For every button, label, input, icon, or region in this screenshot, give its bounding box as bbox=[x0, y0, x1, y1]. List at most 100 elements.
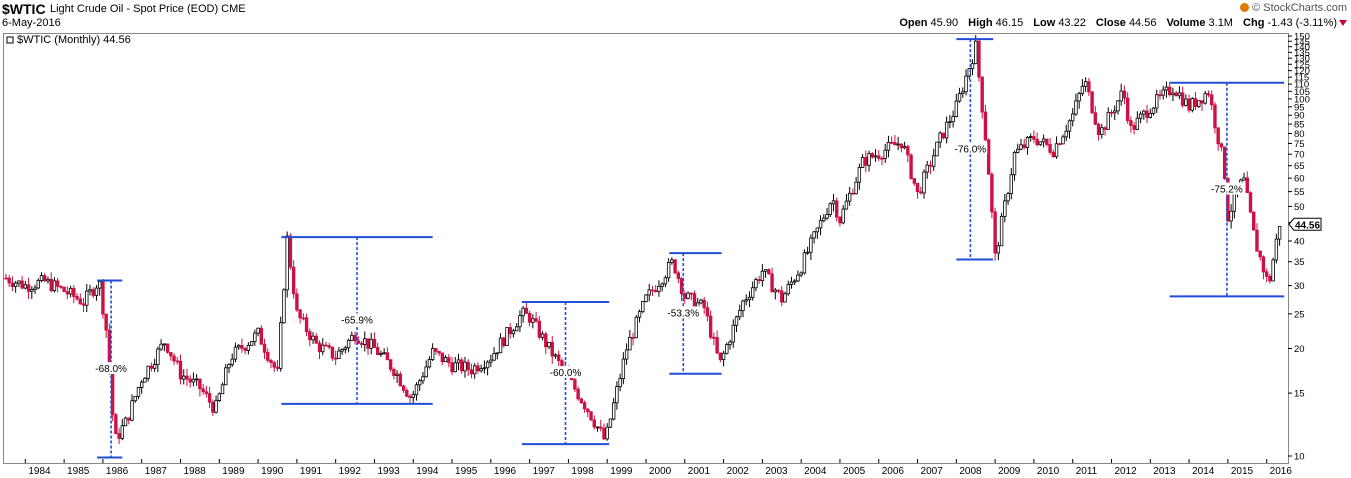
candle-body bbox=[498, 337, 503, 354]
drawdown-label: -65.9% bbox=[341, 315, 373, 326]
candle-body bbox=[1032, 136, 1036, 140]
candle-body bbox=[1113, 110, 1117, 114]
candle-body bbox=[350, 334, 354, 341]
last-price-marker: 44.56 bbox=[1288, 217, 1322, 231]
candle-body bbox=[889, 141, 894, 144]
y-tick-label: 20 bbox=[1294, 344, 1305, 355]
candle-body bbox=[660, 283, 664, 287]
candle-body bbox=[579, 398, 584, 404]
candle-body bbox=[485, 361, 490, 369]
candle-body bbox=[576, 388, 580, 400]
candle-body bbox=[922, 171, 926, 194]
candle-body bbox=[650, 289, 655, 292]
candlestick-series bbox=[4, 35, 1282, 444]
candle-body bbox=[537, 320, 542, 338]
candle-body bbox=[346, 339, 351, 349]
candle-body bbox=[534, 318, 538, 322]
candle-body bbox=[760, 270, 765, 282]
y-tick-label: 50 bbox=[1294, 202, 1305, 213]
candle-body bbox=[521, 307, 525, 317]
candle-body bbox=[1067, 120, 1072, 132]
x-tick-label: 1987 bbox=[145, 466, 168, 477]
candle-body bbox=[162, 343, 167, 346]
candle-body bbox=[961, 91, 965, 94]
x-tick-label: 2009 bbox=[998, 466, 1021, 477]
candle-body bbox=[657, 286, 661, 292]
x-tick-label: 2013 bbox=[1153, 466, 1176, 477]
candle-body bbox=[1132, 125, 1136, 130]
candle-body bbox=[408, 395, 412, 398]
candle-body bbox=[1174, 92, 1178, 97]
candle-body bbox=[705, 307, 710, 317]
candle-body bbox=[1077, 93, 1081, 102]
candle-body bbox=[140, 381, 144, 388]
y-tick-label: 60 bbox=[1294, 174, 1305, 185]
candle-body bbox=[902, 146, 907, 149]
candle-body bbox=[818, 220, 823, 229]
candle-body bbox=[738, 310, 742, 318]
y-tick-label: 85 bbox=[1294, 120, 1305, 131]
y-tick-label: 110 bbox=[1294, 80, 1309, 91]
drawdown-label-bg bbox=[94, 362, 129, 375]
candle-body bbox=[55, 280, 60, 287]
brand-text: © StockCharts.com bbox=[1252, 2, 1347, 14]
candle-body bbox=[198, 378, 202, 390]
candle-body bbox=[783, 293, 787, 303]
candle-body bbox=[747, 296, 752, 301]
candle-body bbox=[379, 353, 383, 356]
candle-body bbox=[582, 402, 587, 410]
candle-body bbox=[983, 111, 988, 141]
candle-body bbox=[321, 344, 325, 353]
candle-body bbox=[1222, 146, 1227, 179]
candle-body bbox=[204, 391, 209, 394]
candle-body bbox=[938, 132, 942, 143]
candle-body bbox=[896, 143, 900, 146]
candle-body bbox=[262, 343, 267, 353]
candle-body bbox=[1119, 90, 1123, 102]
candle-body bbox=[327, 345, 331, 348]
legend-label: $WTIC (Monthly) 44.56 bbox=[17, 34, 131, 46]
candle-body bbox=[259, 327, 264, 345]
candle-body bbox=[1161, 89, 1165, 96]
low-label: Low bbox=[1033, 17, 1056, 29]
candle-body bbox=[906, 146, 910, 156]
candle-body bbox=[796, 274, 800, 282]
candle-body bbox=[317, 342, 322, 353]
x-tick-label: 2004 bbox=[804, 466, 827, 477]
x-tick-label: 2003 bbox=[765, 466, 788, 477]
candle-body bbox=[689, 292, 693, 295]
candle-body bbox=[72, 287, 76, 297]
candle-body bbox=[986, 139, 991, 175]
candle-body bbox=[114, 414, 118, 434]
candle-body bbox=[1074, 100, 1078, 115]
candle-body bbox=[136, 387, 141, 397]
candle-body bbox=[670, 259, 674, 263]
candle-body bbox=[1038, 141, 1043, 146]
candle-body bbox=[266, 351, 270, 361]
candle-body bbox=[172, 355, 176, 362]
candle-body bbox=[1138, 113, 1143, 119]
candle-body bbox=[686, 292, 690, 299]
candle-body bbox=[175, 360, 179, 363]
symbol-title: $WTIC bbox=[2, 1, 46, 17]
drawdown-label: -68.0% bbox=[95, 364, 127, 375]
brand-link[interactable]: © StockCharts.com bbox=[1240, 2, 1347, 14]
drawdown-label-bg bbox=[548, 366, 583, 379]
candle-body bbox=[476, 365, 480, 372]
candle-body bbox=[1180, 92, 1185, 106]
candle-body bbox=[337, 350, 341, 360]
candle-body bbox=[26, 284, 31, 292]
candle-body bbox=[1193, 98, 1198, 107]
candle-body bbox=[443, 357, 448, 363]
candle-body bbox=[728, 341, 732, 346]
candle-body bbox=[773, 289, 778, 293]
drawdown-label: -60.0% bbox=[550, 368, 582, 379]
candle-body bbox=[285, 235, 289, 291]
candle-body bbox=[450, 362, 454, 373]
candle-body bbox=[392, 368, 396, 376]
candle-body bbox=[628, 337, 632, 351]
candle-body bbox=[524, 307, 529, 314]
candle-body bbox=[4, 277, 8, 280]
candle-body bbox=[715, 337, 719, 354]
